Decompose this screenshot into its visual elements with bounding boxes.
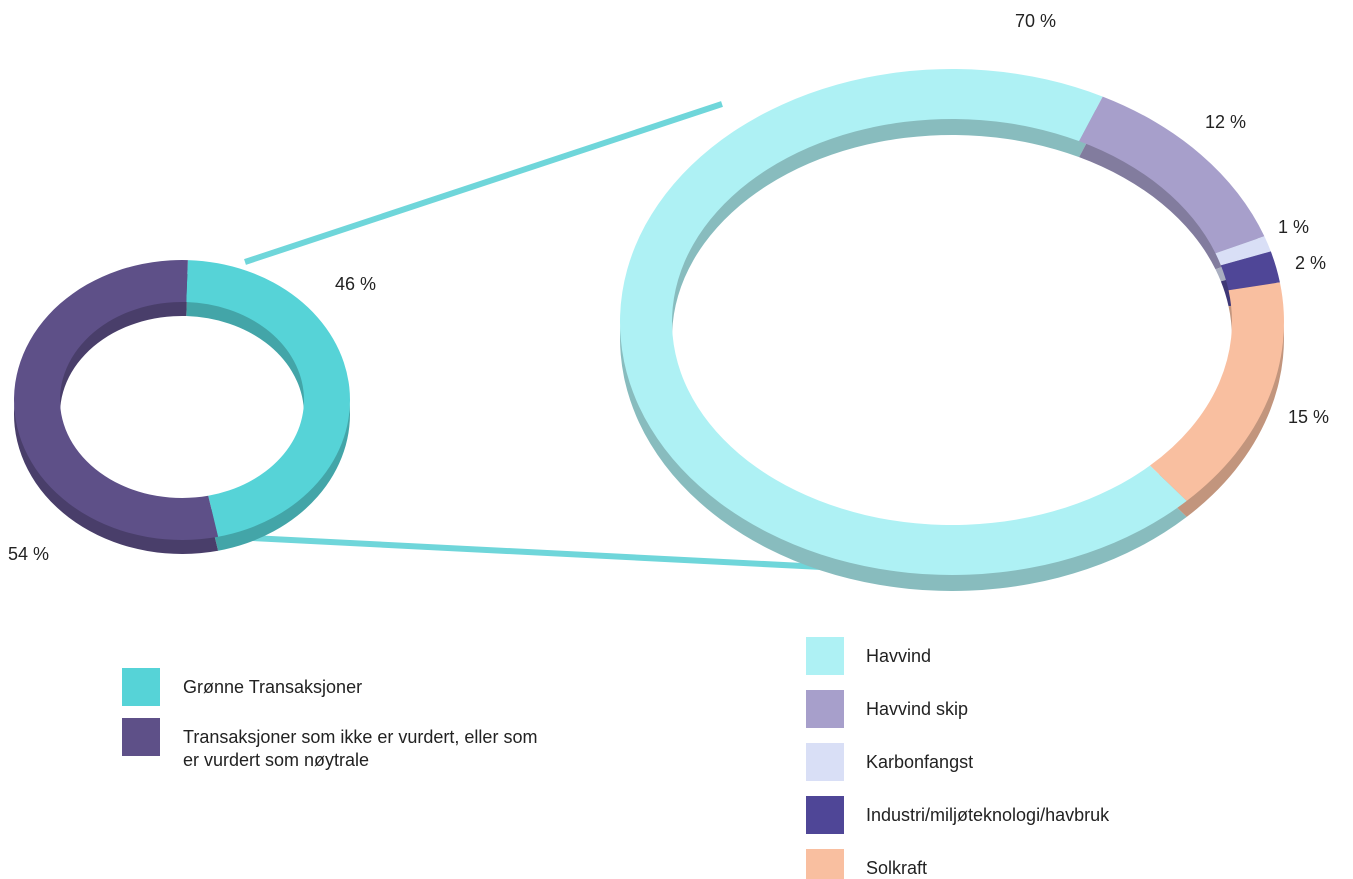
value-label: 12 % bbox=[1205, 112, 1246, 132]
legend-swatch bbox=[806, 637, 844, 675]
legend-label: Grønne Transaksjoner bbox=[183, 677, 363, 697]
donut-segment bbox=[1220, 251, 1280, 291]
legend-swatch bbox=[806, 743, 844, 781]
value-label: 54 % bbox=[8, 544, 49, 564]
legend-swatch bbox=[806, 796, 844, 834]
legend-label: Havvind skip bbox=[866, 699, 969, 719]
donut-segment bbox=[619, 68, 1187, 576]
legend-label: Transaksjoner som ikke er vurdert, eller… bbox=[183, 727, 538, 770]
donut-segment bbox=[1149, 282, 1284, 501]
donut-segment bbox=[1079, 96, 1265, 254]
value-label: 15 % bbox=[1288, 407, 1329, 427]
connector bbox=[244, 101, 723, 265]
legend-label: Industri/miljøteknologi/havbruk bbox=[866, 805, 1110, 825]
donut-segment bbox=[14, 260, 219, 540]
legend-swatch bbox=[122, 668, 160, 706]
value-label: 1 % bbox=[1278, 217, 1309, 237]
legend-swatch bbox=[806, 690, 844, 728]
legend-swatch bbox=[806, 849, 844, 879]
donut-segment bbox=[1215, 236, 1271, 266]
value-label: 70 % bbox=[1015, 11, 1056, 31]
value-label: 46 % bbox=[335, 274, 376, 294]
legend-label: Solkraft bbox=[866, 858, 928, 878]
donut-side bbox=[620, 85, 1187, 592]
legend-swatch bbox=[122, 718, 160, 756]
value-label: 2 % bbox=[1295, 253, 1326, 273]
connector bbox=[231, 534, 843, 571]
legend-label: Havvind bbox=[866, 646, 932, 666]
donut-segment bbox=[186, 260, 351, 537]
legend-label: Karbonfangst bbox=[866, 752, 974, 772]
